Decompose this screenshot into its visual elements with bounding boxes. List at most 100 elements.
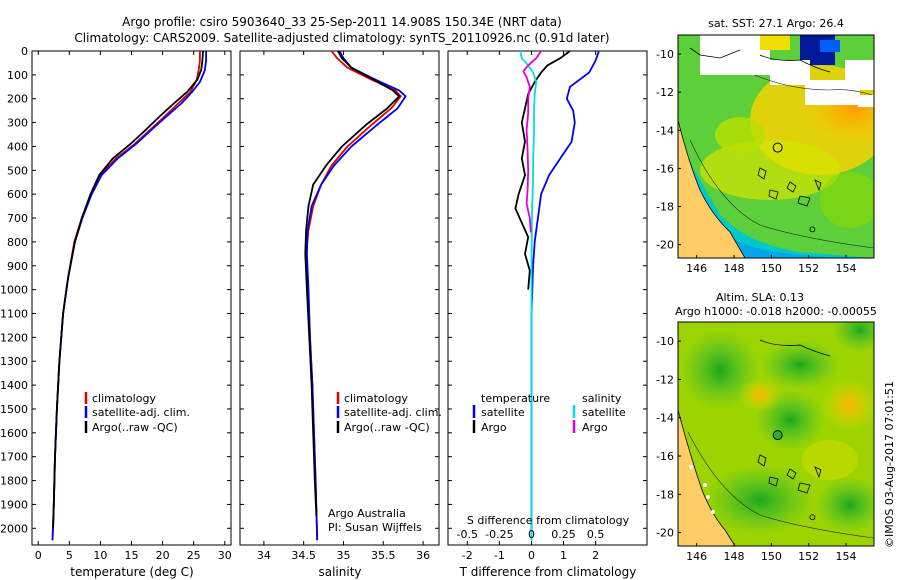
temperature-legend: climatology satellite-adj. clim. Argo(..… xyxy=(84,392,190,434)
difference-x-ticks: -2 -1 0 1 2 xyxy=(462,51,599,562)
legend-label-salinity-argo: Argo xyxy=(582,421,608,434)
y-tick-label: 1700 xyxy=(0,451,28,464)
map-y-tick-label: -14 xyxy=(656,124,674,137)
y-tick-label: 300 xyxy=(7,117,28,130)
map-y-tick-label: -20 xyxy=(656,239,674,252)
map-x-tick-label: 152 xyxy=(798,262,819,275)
map-x-tick-label: 148 xyxy=(724,550,745,563)
copyright-text: ©IMOS 03-Aug-2017 07:01:51 xyxy=(883,381,896,548)
header-line2: Climatology: CARS2009. Satellite-adjuste… xyxy=(74,31,609,45)
sst-map-title: sat. SST: 27.1 Argo: 26.4 xyxy=(708,17,844,30)
y-tick-label: 1000 xyxy=(0,284,28,297)
x-tick-label: 25 xyxy=(187,549,201,562)
difference-xlabel: T difference from climatology xyxy=(459,565,637,579)
series-temperature-satellite xyxy=(530,50,600,541)
map-x-tick-label: 148 xyxy=(724,262,745,275)
sst-map-frame xyxy=(677,34,875,259)
map-y-tick-label: -10 xyxy=(656,48,674,61)
x-tick-label: 34.5 xyxy=(291,549,316,562)
salinity-legend: climatology satellite-adj. clim. Argo(..… xyxy=(336,392,442,434)
y-tick-label: 400 xyxy=(7,140,28,153)
y-tick-label: 100 xyxy=(7,69,28,82)
salinity-annotation-1: Argo Australia xyxy=(328,507,406,520)
legend-label-climatology: climatology xyxy=(92,392,156,405)
y-tick-label: 1300 xyxy=(0,355,28,368)
legend-header-salinity: salinity xyxy=(582,392,622,405)
legend-label-argo: Argo(..raw -QC) xyxy=(344,421,430,434)
y-tick-label: 500 xyxy=(7,164,28,177)
x-tick-label: 35 xyxy=(336,549,350,562)
x-tick-label: 34 xyxy=(257,549,271,562)
map-x-tick-label: 146 xyxy=(686,262,707,275)
y-tick-label: 600 xyxy=(7,188,28,201)
map-x-tick-label: 146 xyxy=(686,550,707,563)
y-tick-label: 1500 xyxy=(0,403,28,416)
salinity-axes xyxy=(239,50,440,546)
legend-label-satellite: satellite-adj. clim. xyxy=(344,406,442,419)
map-y-tick-label: -16 xyxy=(656,450,674,463)
legend-label-argo: Argo(..raw -QC) xyxy=(92,421,178,434)
legend-label-salinity-satellite: satellite xyxy=(582,406,626,419)
temperature-axes xyxy=(31,50,232,546)
salinity-annotation-2: PI: Susan Wijffels xyxy=(328,521,422,534)
y-tick-label: 1100 xyxy=(0,308,28,321)
s-tick-label: -0.5 xyxy=(457,528,478,541)
sla-map-subtitle: Argo h1000: -0.018 h2000: -0.00055 xyxy=(675,305,877,318)
x-tick-label: 2 xyxy=(592,549,599,562)
y-tick-label: 900 xyxy=(7,260,28,273)
sla-field xyxy=(678,322,874,546)
map-y-tick-label: -16 xyxy=(656,162,674,175)
s-tick-label: -0.25 xyxy=(485,528,513,541)
difference-panel: -2 -1 0 1 2 temperature salinity satellite A… xyxy=(447,50,648,579)
x-tick-label: 15 xyxy=(125,549,139,562)
difference-x2label: S difference from climatology xyxy=(467,514,630,527)
series-argo-raw-qc- xyxy=(52,50,204,529)
x-tick-label: 1 xyxy=(560,549,567,562)
x-tick-label: 5 xyxy=(66,549,73,562)
x-tick-label: 36 xyxy=(416,549,430,562)
island-marker xyxy=(809,514,816,521)
y-tick-label: 2000 xyxy=(0,522,28,535)
temperature-lines xyxy=(51,50,208,541)
map-x-tick-label: 154 xyxy=(836,550,857,563)
map-x-tick-label: 154 xyxy=(836,262,857,275)
map-x-tick-label: 152 xyxy=(798,550,819,563)
salinity-panel: 34 34.5 35 35.5 36 climatology satellite-adj… xyxy=(239,50,442,579)
x-tick-label: 35.5 xyxy=(371,549,396,562)
series-salinity-satellite xyxy=(519,50,538,541)
salinity-difference-ticks: -0.5 -0.25 0 0.25 0.5 xyxy=(457,528,605,541)
series-salinity-argo xyxy=(522,50,542,233)
s-tick-label: 0.5 xyxy=(587,528,605,541)
salinity-lines xyxy=(304,50,407,541)
depth-y-ticks: 0 100 200 300 400 500 600 700 800 900 1000 1100 1200… xyxy=(0,45,231,535)
sla-map-frame xyxy=(677,321,875,547)
map-y-tick-label: -12 xyxy=(656,373,674,386)
map-x-tick-label: 150 xyxy=(761,262,782,275)
x-tick-label: -2 xyxy=(462,549,473,562)
map-y-tick-label: -10 xyxy=(656,335,674,348)
difference-y-ticks xyxy=(448,50,647,529)
sst-map-ticks: 146 148 150 152 154 -10 -12 -14 -16 -18 -20 xyxy=(656,48,856,275)
map-y-tick-label: -12 xyxy=(656,86,674,99)
island-marker xyxy=(809,226,816,233)
series-argo-raw-qc- xyxy=(304,50,401,517)
sla-map-ticks: 146 148 150 152 154 -10 -12 -14 -16 -18 -20 xyxy=(656,335,856,563)
y-tick-label: 1800 xyxy=(0,475,28,488)
sst-field xyxy=(678,35,874,258)
legend-label-temperature-satellite: satellite xyxy=(481,406,525,419)
y-tick-label: 1600 xyxy=(0,427,28,440)
argo-float-marker xyxy=(772,142,783,153)
legend-label-temperature-argo: Argo xyxy=(481,421,507,434)
series-temperature-argo xyxy=(514,50,571,290)
map-y-tick-label: -18 xyxy=(656,201,674,214)
x-tick-label: 0 xyxy=(528,549,535,562)
map-y-tick-label: -20 xyxy=(656,527,674,540)
x-tick-label: 30 xyxy=(218,549,232,562)
map-y-tick-label: -18 xyxy=(656,488,674,501)
legend-header-temperature: temperature xyxy=(481,392,550,405)
salinity-y-ticks xyxy=(240,50,439,529)
y-tick-label: 0 xyxy=(21,45,28,58)
temperature-xlabel: temperature (deg C) xyxy=(70,565,193,579)
difference-axes xyxy=(447,50,648,546)
